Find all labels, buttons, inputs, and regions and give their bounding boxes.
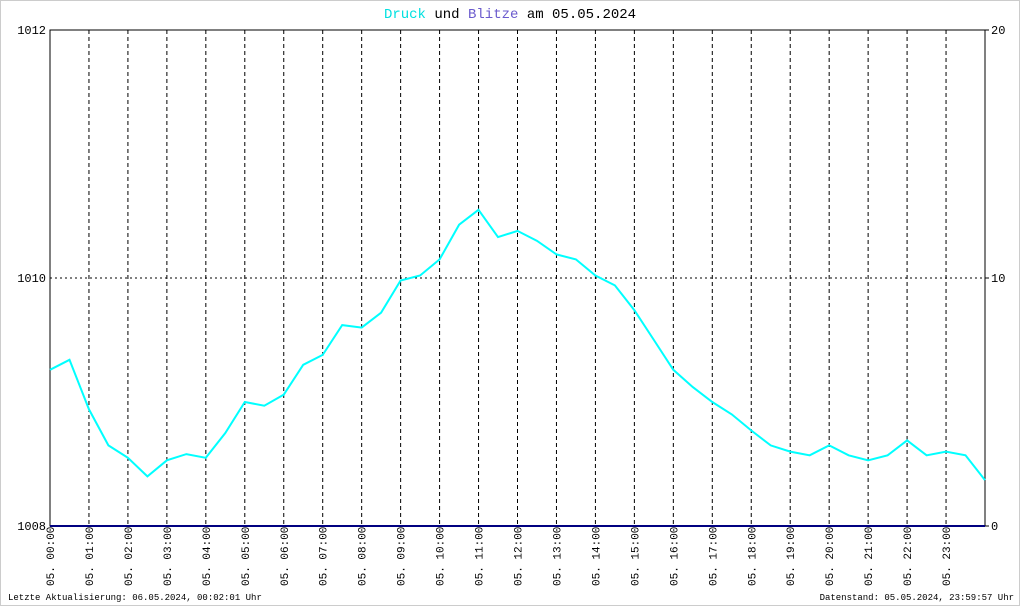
x-tick-label: 05. 13:00 bbox=[552, 527, 564, 586]
chart-title: Druck und Blitze am 05.05.2024 bbox=[384, 7, 636, 23]
x-tick-label: 05. 19:00 bbox=[786, 527, 798, 586]
x-tick-label: 05. 02:00 bbox=[124, 527, 136, 586]
footer-left: Letzte Aktualisierung: 06.05.2024, 00:02… bbox=[8, 593, 262, 603]
x-tick-label: 05. 00:00 bbox=[46, 527, 58, 586]
x-tick-label: 05. 20:00 bbox=[825, 527, 837, 586]
y2-tick-label: 10 bbox=[991, 272, 1005, 286]
x-tick-label: 05. 10:00 bbox=[436, 527, 448, 586]
title-und: und bbox=[434, 7, 459, 23]
y-tick-label: 1008 bbox=[17, 520, 46, 534]
x-tick-label: 05. 22:00 bbox=[903, 527, 915, 586]
y2-tick-label: 0 bbox=[991, 520, 998, 534]
x-tick-label: 05. 05:00 bbox=[241, 527, 253, 586]
x-tick-label: 05. 16:00 bbox=[669, 527, 681, 586]
x-tick-label: 05. 21:00 bbox=[864, 527, 876, 586]
x-tick-label: 05. 07:00 bbox=[319, 527, 331, 586]
x-tick-label: 05. 09:00 bbox=[397, 527, 409, 586]
x-tick-label: 05. 06:00 bbox=[280, 527, 292, 586]
y2-tick-label: 20 bbox=[991, 24, 1005, 38]
x-tick-label: 05. 03:00 bbox=[163, 527, 175, 586]
x-tick-label: 05. 12:00 bbox=[514, 527, 526, 586]
title-druck: Druck bbox=[384, 7, 426, 23]
x-tick-label: 05. 01:00 bbox=[85, 527, 97, 586]
series-line bbox=[49, 208, 986, 481]
title-date: am 05.05.2024 bbox=[527, 7, 636, 23]
x-tick-label: 05. 23:00 bbox=[942, 527, 954, 586]
x-tick-label: 05. 08:00 bbox=[358, 527, 370, 586]
x-tick-label: 05. 17:00 bbox=[708, 527, 720, 586]
title-blitze: Blitze bbox=[468, 7, 518, 23]
x-tick-label: 05. 18:00 bbox=[747, 527, 759, 586]
y-tick-label: 1010 bbox=[17, 272, 46, 286]
x-tick-label: 05. 15:00 bbox=[630, 527, 642, 586]
y-tick-label: 1012 bbox=[17, 24, 46, 38]
x-tick-label: 05. 11:00 bbox=[475, 527, 487, 586]
x-tick-label: 05. 04:00 bbox=[202, 527, 214, 586]
x-tick-label: 05. 14:00 bbox=[591, 527, 603, 586]
footer-right: Datenstand: 05.05.2024, 23:59:57 Uhr bbox=[820, 593, 1014, 603]
